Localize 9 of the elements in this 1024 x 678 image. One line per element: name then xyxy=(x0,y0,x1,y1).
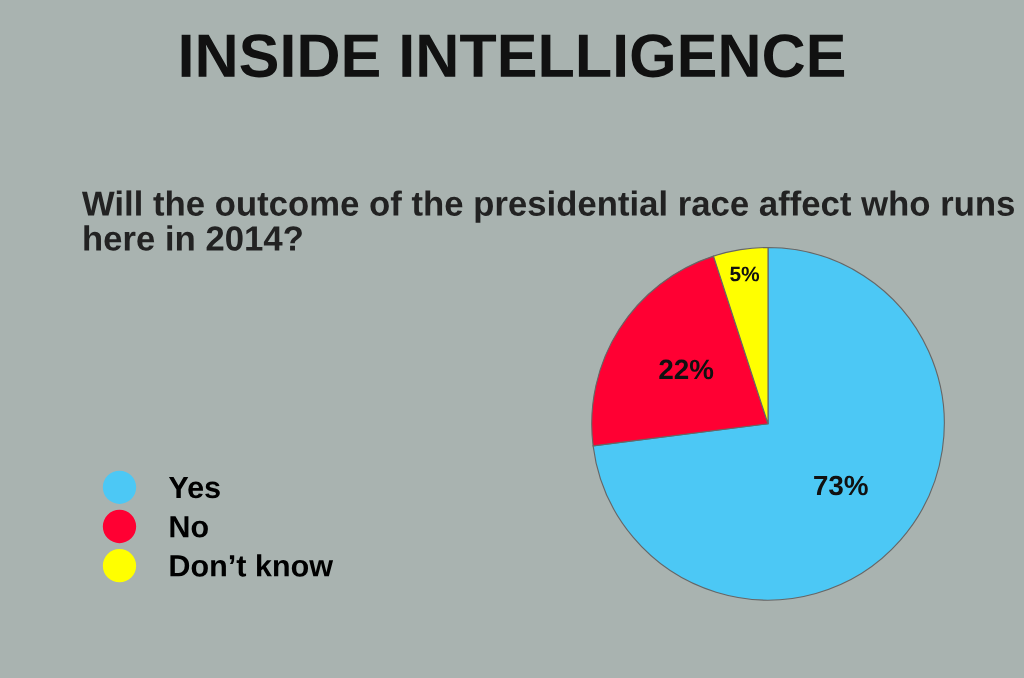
legend-label: Yes xyxy=(168,476,220,499)
legend-label: No xyxy=(170,516,208,538)
legend-label: Don’t know xyxy=(170,554,334,577)
pie-slice xyxy=(592,246,945,601)
chart-subtitle: Will the outcome of the presidential race affect who runs here in 2014? xyxy=(81,190,1014,251)
data-label: 22% xyxy=(659,359,714,380)
data-label: 73% xyxy=(814,475,868,496)
data-label: 5% xyxy=(730,266,760,282)
chart-title: INSIDE INTELLIGENCE xyxy=(181,34,845,78)
